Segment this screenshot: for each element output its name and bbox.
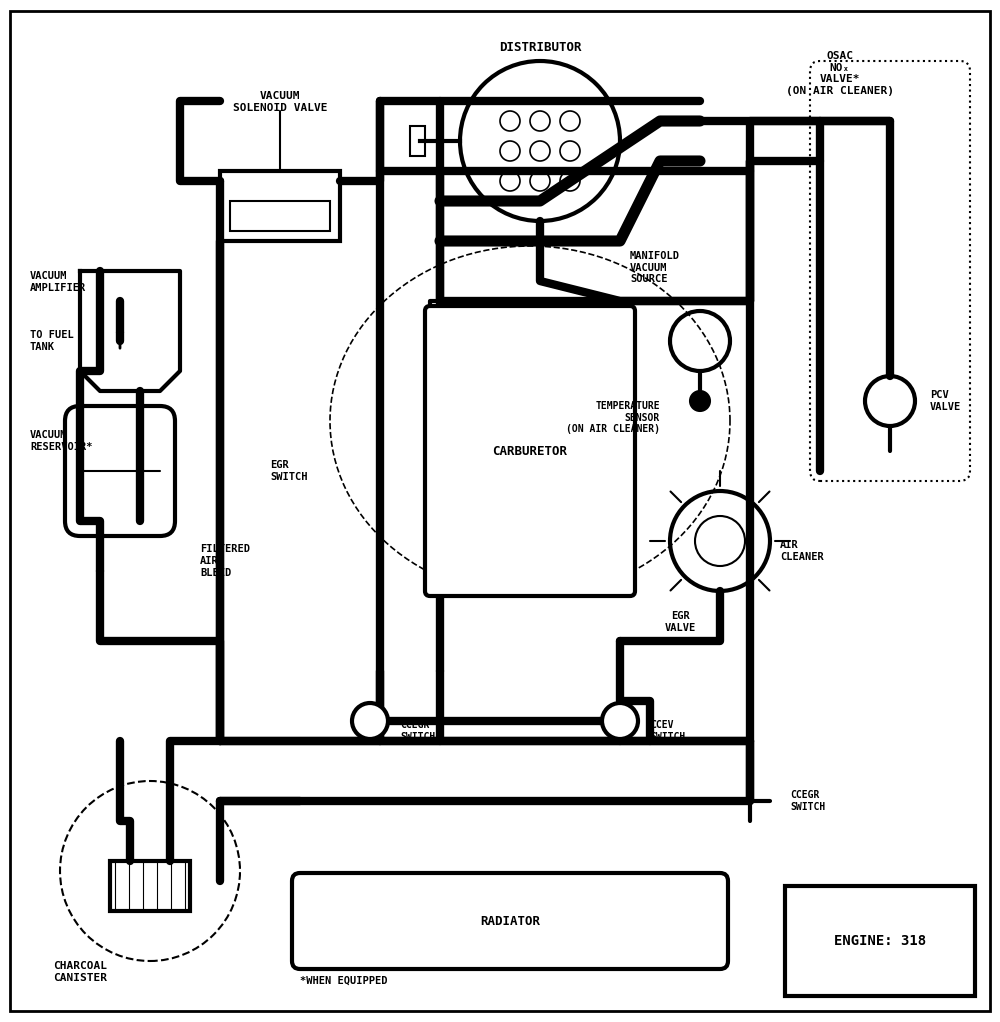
FancyBboxPatch shape [292,873,728,969]
Text: CCEGR
SWITCH: CCEGR SWITCH [400,721,435,742]
Text: AIR
CLEANER: AIR CLEANER [780,541,824,562]
Text: CARBURETOR: CARBURETOR [492,445,568,458]
Text: TEMPERATURE
SENSOR
(ON AIR CLEANER): TEMPERATURE SENSOR (ON AIR CLEANER) [566,401,660,434]
Text: FILTERED
AIR
BLEED: FILTERED AIR BLEED [200,545,250,577]
FancyBboxPatch shape [410,126,425,156]
FancyBboxPatch shape [220,171,340,241]
Text: OSAC
NOₓ
VALVE*
(ON AIR CLEANER): OSAC NOₓ VALVE* (ON AIR CLEANER) [786,51,894,96]
Text: ENGINE: 318: ENGINE: 318 [834,934,926,948]
FancyBboxPatch shape [425,306,635,596]
Text: CCEGR
SWITCH: CCEGR SWITCH [790,790,825,811]
Text: CHARCOAL
CANISTER: CHARCOAL CANISTER [53,961,107,982]
FancyBboxPatch shape [810,61,970,481]
Text: CCEV
SWITCH: CCEV SWITCH [650,721,685,742]
Text: RADIATOR: RADIATOR [480,915,540,928]
Circle shape [352,703,388,739]
FancyBboxPatch shape [110,861,190,911]
Circle shape [602,703,638,739]
Text: *WHEN EQUIPPED: *WHEN EQUIPPED [300,976,388,986]
Text: MANIFOLD
VACUUM
SOURCE: MANIFOLD VACUUM SOURCE [630,251,680,284]
Text: VACUUM
SOLENOID VALVE: VACUUM SOLENOID VALVE [233,91,327,112]
Text: EGR
SWITCH: EGR SWITCH [270,460,308,481]
Text: EGR
VALVE: EGR VALVE [664,611,696,633]
FancyBboxPatch shape [65,406,175,536]
Text: VACUUM
RESERVOIR*: VACUUM RESERVOIR* [30,430,92,452]
Text: VACUUM
AMPLIFIER: VACUUM AMPLIFIER [30,271,86,292]
Text: TO FUEL
TANK: TO FUEL TANK [30,330,74,352]
FancyBboxPatch shape [10,11,990,1011]
Text: DISTRIBUTOR: DISTRIBUTOR [499,41,581,54]
FancyBboxPatch shape [785,886,975,996]
Polygon shape [80,271,180,391]
Circle shape [690,391,710,411]
Text: PCV
VALVE: PCV VALVE [930,390,961,412]
FancyBboxPatch shape [230,201,330,231]
